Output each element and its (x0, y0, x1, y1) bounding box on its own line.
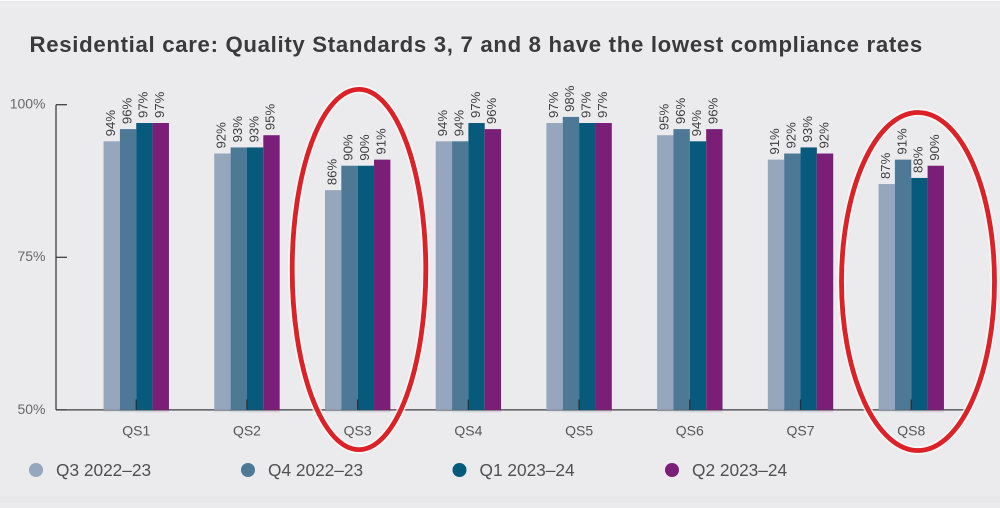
svg-text:QS1: QS1 (122, 422, 150, 438)
svg-text:90%: 90% (927, 134, 942, 161)
svg-text:90%: 90% (357, 134, 372, 161)
svg-text:93%: 93% (246, 116, 261, 143)
svg-text:97%: 97% (152, 91, 167, 118)
svg-text:91%: 91% (767, 128, 782, 155)
svg-text:91%: 91% (894, 128, 909, 155)
svg-text:93%: 93% (800, 116, 815, 143)
svg-text:93%: 93% (230, 116, 245, 143)
svg-text:QS3: QS3 (344, 422, 372, 438)
svg-text:94%: 94% (689, 110, 704, 137)
svg-text:92%: 92% (816, 122, 831, 149)
svg-text:92%: 92% (214, 122, 229, 149)
svg-text:91%: 91% (373, 128, 388, 155)
svg-text:Q3 2022–23: Q3 2022–23 (56, 460, 151, 480)
svg-text:Residential care: Quality Stan: Residential care: Quality Standards 3, 7… (30, 32, 923, 57)
svg-text:Q2 2023–24: Q2 2023–24 (692, 460, 788, 480)
svg-text:QS2: QS2 (233, 422, 261, 438)
svg-text:97%: 97% (546, 91, 561, 118)
svg-text:94%: 94% (435, 110, 450, 137)
svg-text:97%: 97% (136, 91, 151, 118)
svg-text:97%: 97% (595, 91, 610, 118)
svg-text:97%: 97% (578, 91, 593, 118)
svg-text:75%: 75% (17, 248, 45, 264)
svg-text:50%: 50% (17, 401, 45, 417)
svg-text:QS7: QS7 (787, 422, 815, 438)
svg-text:86%: 86% (324, 158, 339, 185)
svg-text:QS4: QS4 (454, 422, 482, 438)
svg-text:QS6: QS6 (676, 422, 704, 438)
svg-text:94%: 94% (103, 110, 118, 137)
svg-text:Q1 2023–24: Q1 2023–24 (480, 460, 576, 480)
svg-text:90%: 90% (341, 134, 356, 161)
svg-text:98%: 98% (562, 85, 577, 112)
svg-text:94%: 94% (451, 110, 466, 137)
svg-text:88%: 88% (911, 146, 926, 173)
svg-text:96%: 96% (706, 97, 721, 124)
svg-text:92%: 92% (784, 122, 799, 149)
svg-text:96%: 96% (119, 97, 134, 124)
svg-text:Q4 2022–23: Q4 2022–23 (268, 460, 363, 480)
svg-text:87%: 87% (878, 152, 893, 179)
svg-text:QS8: QS8 (897, 422, 925, 438)
svg-text:95%: 95% (656, 104, 671, 131)
svg-text:QS5: QS5 (565, 422, 593, 438)
svg-text:96%: 96% (673, 97, 688, 124)
svg-text:95%: 95% (263, 104, 278, 131)
svg-text:100%: 100% (10, 96, 46, 112)
svg-text:96%: 96% (484, 97, 499, 124)
svg-text:97%: 97% (468, 91, 483, 118)
